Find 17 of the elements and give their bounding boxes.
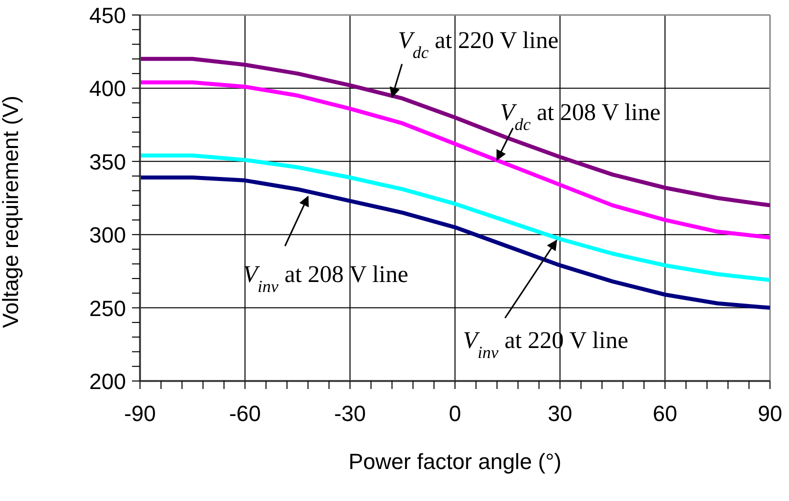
y-tick-label: 400 bbox=[89, 76, 126, 102]
x-tick-label: -30 bbox=[334, 401, 366, 426]
x-tick-label: 90 bbox=[758, 401, 782, 426]
x-tick-label: -60 bbox=[229, 401, 261, 426]
x-tick-label: 30 bbox=[548, 401, 572, 426]
y-axis-title: Voltage requirement (V) bbox=[0, 96, 23, 328]
y-tick-label: 200 bbox=[89, 369, 126, 394]
y-tick-label: 450 bbox=[89, 3, 126, 28]
x-tick-label: -90 bbox=[124, 401, 156, 426]
x-axis-title: Power factor angle (°) bbox=[348, 449, 562, 474]
annotation: V$_{dc}$ at 220 V line bbox=[398, 28, 558, 62]
x-tick-label: 0 bbox=[448, 401, 462, 426]
y-tick-label: 250 bbox=[89, 296, 126, 321]
annotation: V$_{dc}$ at 208 V line bbox=[500, 100, 660, 134]
y-tick-label: 350 bbox=[89, 149, 126, 174]
y-tick-label: 300 bbox=[89, 222, 126, 248]
x-tick-label: 60 bbox=[652, 401, 678, 426]
